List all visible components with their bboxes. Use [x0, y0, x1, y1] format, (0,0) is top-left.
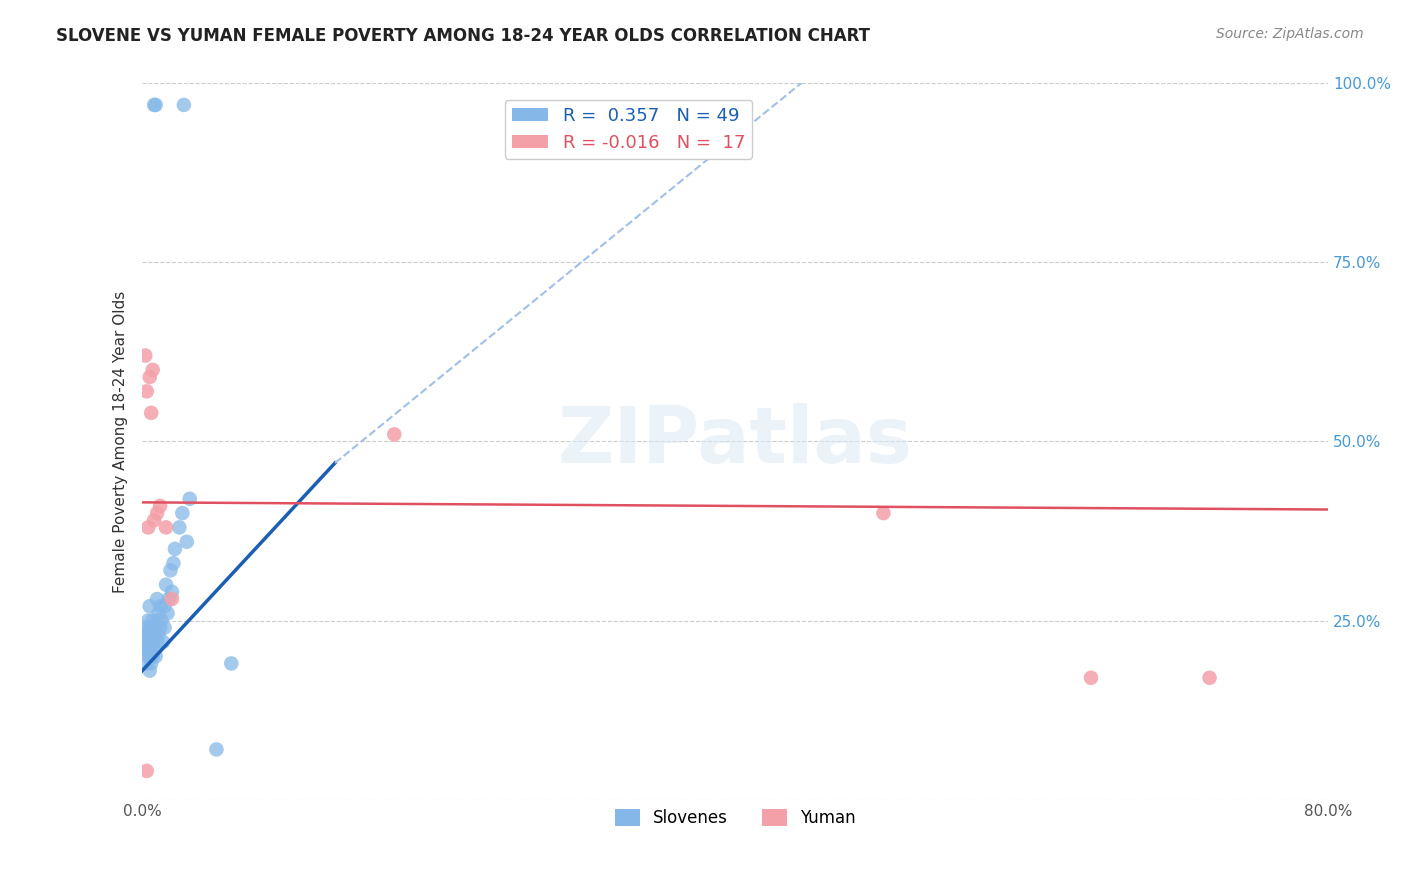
Point	[141, 657, 163, 671]
Point	[149, 599, 172, 614]
Point	[135, 384, 157, 399]
Point	[142, 649, 165, 664]
Point	[162, 556, 184, 570]
Point	[146, 614, 169, 628]
Point	[143, 513, 166, 527]
Point	[138, 370, 160, 384]
Point	[138, 635, 160, 649]
Point	[155, 520, 177, 534]
Point	[382, 427, 405, 442]
Point	[145, 98, 167, 112]
Point	[159, 563, 181, 577]
Point	[138, 621, 160, 635]
Point	[138, 599, 160, 614]
Point	[172, 506, 194, 520]
Point	[145, 628, 167, 642]
Point	[160, 592, 183, 607]
Point	[134, 349, 156, 363]
Point	[179, 491, 201, 506]
Legend: Slovenes, Yuman: Slovenes, Yuman	[609, 803, 862, 834]
Point	[136, 520, 159, 534]
Point	[1080, 671, 1102, 685]
Point	[163, 541, 186, 556]
Point	[142, 635, 165, 649]
Point	[153, 599, 176, 614]
Point	[173, 98, 195, 112]
Point	[219, 657, 242, 671]
Point	[143, 642, 166, 657]
Text: ZIPatlas: ZIPatlas	[558, 403, 912, 480]
Point	[142, 363, 165, 377]
Y-axis label: Female Poverty Among 18-24 Year Olds: Female Poverty Among 18-24 Year Olds	[114, 291, 128, 592]
Point	[136, 614, 159, 628]
Point	[134, 628, 156, 642]
Point	[149, 499, 172, 513]
Point	[148, 628, 170, 642]
Point	[141, 406, 163, 420]
Point	[152, 635, 174, 649]
Point	[143, 621, 166, 635]
Point	[136, 635, 159, 649]
Point	[143, 98, 166, 112]
Point	[132, 635, 155, 649]
Point	[141, 642, 163, 657]
Point	[132, 621, 155, 635]
Point	[146, 506, 169, 520]
Point	[146, 635, 169, 649]
Point	[148, 607, 170, 621]
Point	[155, 577, 177, 591]
Point	[134, 642, 156, 657]
Point	[146, 592, 169, 607]
Point	[135, 764, 157, 778]
Point	[141, 621, 163, 635]
Point	[157, 592, 180, 607]
Point	[160, 585, 183, 599]
Point	[142, 614, 165, 628]
Point	[205, 742, 228, 756]
Point	[176, 534, 198, 549]
Point	[150, 614, 173, 628]
Point	[149, 621, 172, 635]
Text: Source: ZipAtlas.com: Source: ZipAtlas.com	[1216, 27, 1364, 41]
Point	[135, 642, 157, 657]
Point	[872, 506, 894, 520]
Point	[135, 657, 157, 671]
Text: SLOVENE VS YUMAN FEMALE POVERTY AMONG 18-24 YEAR OLDS CORRELATION CHART: SLOVENE VS YUMAN FEMALE POVERTY AMONG 18…	[56, 27, 870, 45]
Point	[136, 649, 159, 664]
Point	[135, 628, 157, 642]
Point	[1198, 671, 1220, 685]
Point	[138, 649, 160, 664]
Point	[156, 607, 179, 621]
Point	[169, 520, 191, 534]
Point	[138, 664, 160, 678]
Point	[145, 649, 167, 664]
Point	[153, 621, 176, 635]
